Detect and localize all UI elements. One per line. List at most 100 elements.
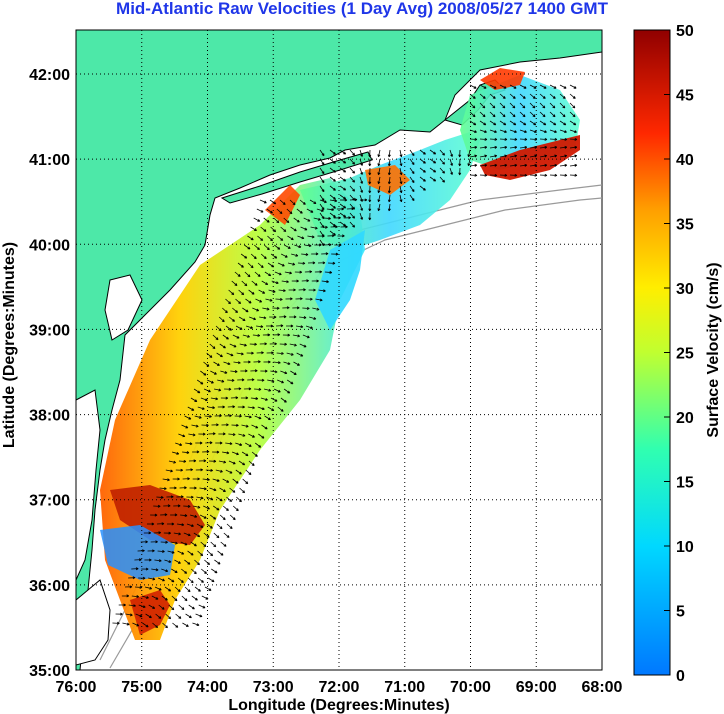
velocity-arrow xyxy=(261,424,268,430)
velocity-arrow xyxy=(218,432,226,436)
velocity-arrow xyxy=(559,137,568,141)
velocity-arrow xyxy=(275,297,283,301)
velocity-arrow xyxy=(194,415,202,419)
velocity-arrow xyxy=(195,441,203,445)
velocity-arrow xyxy=(429,149,437,155)
velocity-arrow xyxy=(247,235,254,241)
velocity-arrow xyxy=(233,361,241,365)
velocity-arrow xyxy=(509,84,517,89)
velocity-arrow xyxy=(260,369,268,373)
velocity-arrow xyxy=(302,306,310,310)
pamlico-sound xyxy=(76,579,111,666)
y-tick-label: 38:00 xyxy=(29,408,70,425)
velocity-arrow xyxy=(549,120,557,126)
velocity-arrow xyxy=(238,460,246,466)
velocity-arrow xyxy=(569,120,577,126)
velocity-arrow xyxy=(458,149,462,158)
velocity-arrow xyxy=(212,450,220,454)
velocity-arrow xyxy=(509,120,517,126)
velocity-arrow xyxy=(339,203,347,209)
velocity-arrow xyxy=(519,154,528,158)
velocity-arrow xyxy=(293,217,300,223)
velocity-arrow xyxy=(559,145,568,149)
velocity-arrow xyxy=(231,280,238,286)
velocity-arrow xyxy=(309,316,317,320)
velocity-arrow xyxy=(226,523,233,530)
velocity-arrow xyxy=(329,212,336,218)
velocity-arrow xyxy=(262,333,271,337)
velocity-arrow xyxy=(223,532,230,538)
velocity-arrow xyxy=(377,176,381,185)
velocity-arrow xyxy=(205,441,213,445)
velocity-arrow xyxy=(269,199,277,205)
velocity-arrow xyxy=(232,334,240,339)
velocity-arrow xyxy=(349,203,356,210)
velocity-arrow xyxy=(239,487,246,494)
velocity-arrow xyxy=(201,423,209,427)
velocity-arrow xyxy=(489,84,497,89)
velocity-arrow xyxy=(280,253,288,258)
colorbar-tick-label: 40 xyxy=(676,152,694,169)
velocity-arrow xyxy=(199,487,207,491)
velocity-arrow xyxy=(297,261,306,265)
velocity-arrow xyxy=(153,504,161,508)
velocity-arrow xyxy=(180,541,188,546)
velocity-arrow xyxy=(257,406,265,411)
velocity-arrow xyxy=(246,351,254,355)
velocity-arrow xyxy=(263,360,271,364)
velocity-arrow xyxy=(260,253,267,260)
velocity-arrow xyxy=(269,315,277,319)
velocity-arrow xyxy=(300,226,308,231)
velocity-arrow xyxy=(319,212,325,220)
velocity-arrow xyxy=(569,102,576,109)
velocity-arrow xyxy=(254,415,262,420)
velocity-arrow xyxy=(499,102,506,109)
velocity-arrow xyxy=(213,505,220,511)
velocity-arrow xyxy=(458,158,462,167)
x-tick-label: 76:00 xyxy=(56,679,97,696)
velocity-arrow xyxy=(237,262,244,268)
velocity-arrow xyxy=(479,84,487,89)
velocity-arrow xyxy=(238,289,245,296)
velocity-arrow xyxy=(409,185,415,193)
velocity-arrow xyxy=(286,352,294,356)
velocity-arrow xyxy=(499,163,508,167)
velocity-arrow xyxy=(135,613,143,618)
velocity-arrow xyxy=(368,149,372,158)
velocity-arrow xyxy=(250,226,257,231)
velocity-arrow xyxy=(280,226,287,232)
velocity-arrow xyxy=(359,194,364,202)
velocity-arrow xyxy=(318,261,326,265)
colorbar-tick-label: 50 xyxy=(676,23,694,40)
velocity-arrow xyxy=(230,370,238,374)
velocity-arrow xyxy=(182,622,189,627)
velocity-arrow xyxy=(283,388,291,394)
velocity-arrow xyxy=(286,324,294,328)
velocity-arrow xyxy=(236,352,244,356)
velocity-arrow xyxy=(143,531,152,535)
velocity-arrow xyxy=(184,415,192,420)
velocity-arrow xyxy=(349,176,356,183)
velocity-arrow xyxy=(177,577,184,583)
velocity-arrow xyxy=(339,176,347,182)
velocity-arrow xyxy=(499,173,508,177)
velocity-arrow xyxy=(409,167,415,175)
velocity-arrow xyxy=(188,433,196,437)
velocity-arrow xyxy=(469,111,476,118)
velocity-arrow xyxy=(278,289,286,293)
velocity-arrow xyxy=(549,111,556,118)
velocity-arrow xyxy=(200,397,208,402)
velocity-arrow xyxy=(163,504,171,508)
velocity-arrow xyxy=(309,199,317,204)
velocity-arrow xyxy=(296,208,303,214)
x-tick-label: 75:00 xyxy=(121,679,162,696)
velocity-arrow xyxy=(147,549,155,553)
velocity-arrow xyxy=(399,167,403,176)
velocity-arrow xyxy=(148,577,156,581)
colorbar-tick-label: 45 xyxy=(676,88,694,105)
velocity-arrow xyxy=(239,343,247,347)
velocity-arrow xyxy=(265,298,273,302)
velocity-arrow xyxy=(219,514,226,521)
velocity-arrow xyxy=(232,307,238,313)
